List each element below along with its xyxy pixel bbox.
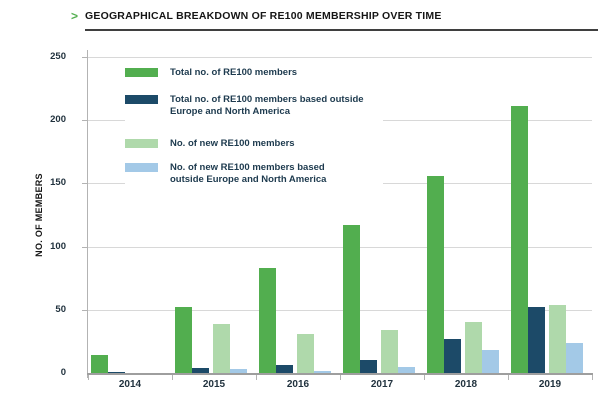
x-axis-label-2019: 2019 [538, 379, 562, 390]
bar-2016-series-1 [276, 365, 293, 373]
x-axis-line [87, 373, 593, 375]
bar-2017-series-0 [343, 225, 360, 373]
bar-2015-series-3 [230, 369, 247, 373]
legend-item-2: No. of new RE100 members [125, 138, 295, 150]
y-axis-label-0: 0 [60, 367, 66, 378]
chart-title: GEOGRAPHICAL BREAKDOWN OF RE100 MEMBERSH… [85, 10, 442, 22]
bar-2015-series-2 [213, 323, 230, 373]
y-tick-250 [82, 57, 88, 58]
bar-2016-series-2 [297, 333, 314, 373]
x-axis-label-2017: 2017 [370, 379, 394, 390]
gridline-250 [88, 57, 592, 58]
bar-2018-series-3 [482, 350, 499, 373]
gridline-100 [88, 246, 592, 248]
bar-2015-series-0 [175, 307, 192, 373]
legend-swatch-2 [125, 139, 158, 148]
chart-legend: Total no. of RE100 members Total no. of R… [125, 67, 383, 189]
x-axis-label-2015: 2015 [202, 379, 226, 390]
legend-label-0: Total no. of RE100 members [170, 67, 298, 78]
y-axis-label-250: 250 [50, 51, 66, 62]
y-axis-label-50: 50 [55, 303, 66, 315]
y-axis-label-150: 150 [50, 177, 66, 189]
bar-2015-series-1 [192, 367, 209, 373]
y-tick-150 [82, 183, 88, 185]
bar-2019-series-1 [528, 307, 545, 373]
y-tick-200 [82, 120, 88, 122]
x-axis-tick-2 [256, 375, 257, 380]
legend-label-2: No. of new RE100 members [170, 138, 295, 149]
x-axis-tick-3 [340, 375, 341, 380]
legend-label-3: No. of new RE100 members based outside Eu… [170, 162, 327, 185]
y-axis-label-100: 100 [50, 240, 66, 252]
bar-2017-series-1 [360, 360, 377, 373]
x-axis-label-2014: 2014 [118, 379, 142, 390]
y-axis-line [87, 50, 88, 378]
gridline-50 [88, 309, 592, 311]
legend-swatch-0 [125, 68, 158, 77]
y-axis-label-200: 200 [50, 114, 66, 126]
title-chevron-icon: > [71, 9, 79, 23]
plot-area [82, 50, 593, 380]
legend-label-1: Total no. of RE100 members based outside… [170, 94, 364, 117]
x-axis-label-2016: 2016 [286, 379, 310, 390]
x-axis-label-2018: 2018 [454, 379, 478, 390]
title-underline [85, 29, 598, 31]
legend-item-0: Total no. of RE100 members [125, 67, 297, 79]
bar-2018-series-0 [427, 175, 444, 373]
bar-2018-series-2 [465, 322, 482, 373]
legend-swatch-3 [125, 163, 158, 172]
bar-2016-series-3 [314, 370, 331, 373]
bar-2018-series-1 [444, 338, 461, 373]
bar-2016-series-0 [259, 268, 276, 373]
bar-2019-series-2 [549, 304, 566, 373]
x-axis-tick-5 [508, 375, 509, 380]
legend-item-1: Total no. of RE100 members based outside… [125, 94, 364, 117]
x-axis-tick-4 [424, 375, 425, 380]
x-axis-tick-6 [592, 375, 593, 380]
y-tick-50 [82, 309, 88, 311]
legend-swatch-1 [125, 95, 158, 104]
bar-2017-series-3 [398, 366, 415, 373]
legend-item-3: No. of new RE100 members based outside Eu… [125, 162, 326, 185]
bar-2014-series-0 [91, 355, 108, 373]
bar-2017-series-2 [381, 330, 398, 373]
bar-2019-series-0 [511, 106, 528, 373]
y-tick-100 [82, 246, 88, 248]
bar-2014-series-1 [108, 371, 125, 373]
bar-2019-series-3 [566, 342, 583, 373]
x-axis-tick-0 [88, 375, 89, 380]
x-axis-tick-1 [172, 375, 173, 380]
